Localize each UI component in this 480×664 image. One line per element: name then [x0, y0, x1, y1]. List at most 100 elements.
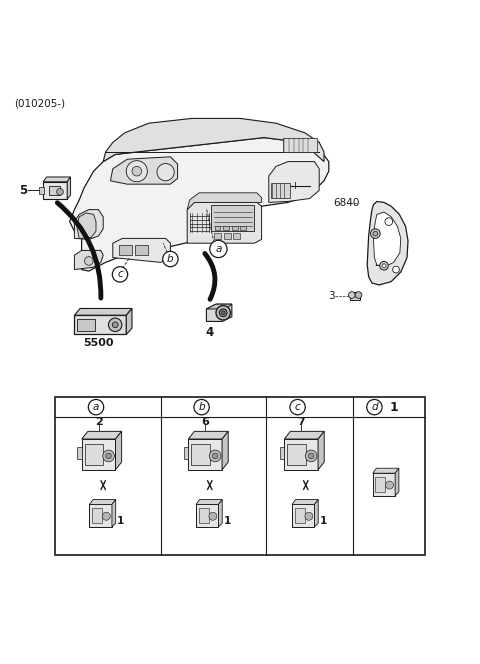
- Text: 1: 1: [117, 516, 124, 526]
- Circle shape: [305, 513, 313, 521]
- Polygon shape: [218, 499, 222, 527]
- Polygon shape: [89, 499, 116, 505]
- Circle shape: [212, 453, 218, 459]
- Text: c: c: [117, 270, 123, 280]
- Circle shape: [108, 318, 122, 331]
- Circle shape: [373, 231, 378, 236]
- Bar: [199, 508, 208, 523]
- Bar: [211, 205, 254, 231]
- Bar: [39, 187, 44, 195]
- Circle shape: [194, 400, 209, 415]
- Bar: [192, 444, 210, 465]
- Polygon shape: [82, 439, 116, 469]
- Polygon shape: [43, 182, 67, 199]
- Polygon shape: [74, 309, 132, 315]
- Text: 2: 2: [374, 258, 381, 268]
- Bar: [119, 244, 132, 255]
- Circle shape: [112, 267, 128, 282]
- Polygon shape: [284, 432, 324, 439]
- Bar: [135, 244, 148, 255]
- Polygon shape: [292, 499, 318, 505]
- Circle shape: [163, 252, 178, 267]
- Circle shape: [382, 264, 386, 268]
- Text: 1: 1: [224, 516, 231, 526]
- Bar: [233, 233, 240, 239]
- Circle shape: [219, 309, 227, 317]
- Polygon shape: [110, 157, 178, 184]
- Polygon shape: [187, 203, 262, 243]
- Circle shape: [126, 161, 147, 182]
- Bar: [224, 233, 231, 239]
- Circle shape: [157, 163, 174, 181]
- Text: b: b: [167, 254, 174, 264]
- Circle shape: [385, 218, 393, 226]
- Text: c: c: [295, 402, 300, 412]
- Circle shape: [209, 513, 217, 521]
- Bar: [350, 292, 360, 300]
- Circle shape: [355, 291, 362, 298]
- Text: 4: 4: [205, 327, 214, 339]
- Polygon shape: [112, 499, 116, 527]
- Polygon shape: [314, 499, 318, 527]
- Polygon shape: [284, 439, 318, 469]
- Bar: [295, 508, 304, 523]
- Text: 3: 3: [328, 291, 335, 301]
- Polygon shape: [196, 505, 218, 527]
- Polygon shape: [113, 238, 170, 262]
- Bar: [283, 137, 317, 152]
- Circle shape: [102, 513, 110, 521]
- Bar: [214, 233, 221, 239]
- Circle shape: [371, 229, 380, 238]
- Text: b: b: [198, 402, 205, 412]
- Circle shape: [84, 257, 93, 266]
- Bar: [232, 226, 238, 230]
- Bar: [85, 444, 103, 465]
- Circle shape: [103, 450, 114, 461]
- Text: 2: 2: [95, 417, 102, 427]
- Polygon shape: [103, 118, 324, 161]
- Polygon shape: [74, 210, 103, 239]
- FancyArrowPatch shape: [205, 254, 215, 299]
- Circle shape: [290, 400, 305, 415]
- Polygon shape: [188, 432, 228, 439]
- Polygon shape: [116, 432, 121, 469]
- Polygon shape: [196, 499, 222, 505]
- Polygon shape: [77, 447, 82, 459]
- Text: 7: 7: [297, 417, 305, 427]
- Circle shape: [308, 453, 314, 459]
- Text: a: a: [93, 402, 99, 412]
- Polygon shape: [70, 137, 329, 271]
- Polygon shape: [372, 473, 395, 496]
- Circle shape: [348, 291, 355, 298]
- Polygon shape: [74, 315, 126, 335]
- Circle shape: [209, 450, 221, 461]
- Polygon shape: [292, 505, 314, 527]
- Polygon shape: [74, 250, 103, 270]
- Polygon shape: [222, 432, 228, 469]
- Polygon shape: [126, 309, 132, 335]
- Circle shape: [380, 262, 388, 270]
- Text: 6: 6: [201, 417, 209, 427]
- Text: d: d: [371, 402, 378, 412]
- Polygon shape: [280, 447, 284, 459]
- Circle shape: [305, 450, 317, 461]
- Polygon shape: [373, 212, 401, 267]
- Circle shape: [88, 400, 104, 415]
- Text: 5: 5: [19, 184, 27, 197]
- Circle shape: [393, 266, 399, 273]
- Circle shape: [106, 453, 111, 459]
- Circle shape: [385, 481, 394, 489]
- Circle shape: [216, 305, 230, 320]
- Bar: [223, 226, 229, 230]
- FancyArrowPatch shape: [57, 203, 101, 298]
- Bar: [375, 477, 385, 492]
- Circle shape: [367, 400, 382, 415]
- Polygon shape: [187, 193, 262, 210]
- Text: 1: 1: [320, 516, 327, 526]
- Polygon shape: [206, 304, 232, 309]
- Polygon shape: [43, 177, 71, 182]
- Polygon shape: [188, 439, 222, 469]
- Polygon shape: [77, 213, 96, 238]
- Polygon shape: [367, 201, 408, 285]
- Text: 1: 1: [389, 400, 398, 414]
